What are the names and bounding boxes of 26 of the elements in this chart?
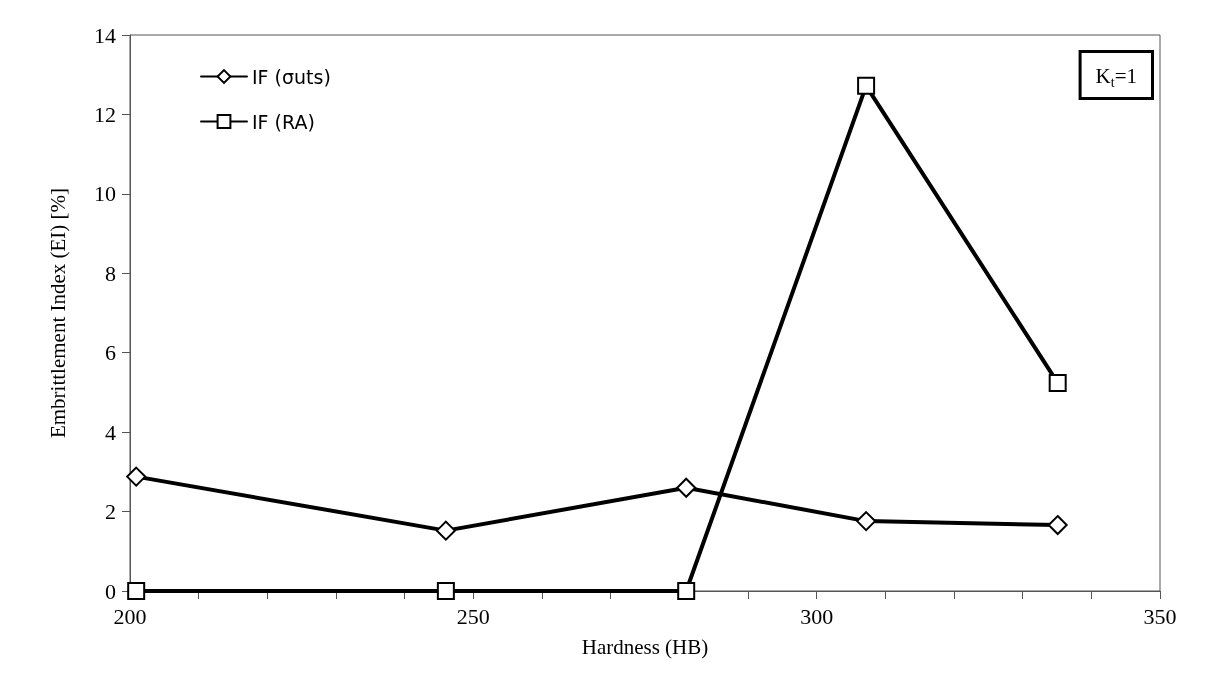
point: [436, 582, 455, 600]
point: [677, 582, 696, 600]
point: [676, 477, 697, 498]
point: [856, 511, 877, 532]
y-tick-label: 2: [105, 499, 116, 525]
point: [127, 582, 146, 600]
y-tick-label: 8: [105, 260, 116, 286]
y-tick-label: 6: [105, 340, 116, 366]
legend-label: IF (RA): [252, 110, 315, 133]
legend-label: IF (σuts): [252, 65, 331, 88]
x-tick-label: 200: [113, 603, 147, 629]
point: [435, 520, 456, 541]
y-tick-label: 0: [105, 578, 116, 604]
point: [1047, 515, 1068, 536]
y-tick-label: 4: [105, 419, 116, 445]
y-axis-title: Embrittlement Index (EI) [%]: [45, 187, 70, 439]
x-axis-title: Hardness (HB): [581, 634, 709, 659]
y-tick-label: 10: [94, 181, 116, 207]
x-tick-label: 300: [800, 603, 834, 629]
x-tick-label: 350: [1143, 603, 1177, 629]
y-tick-label: 12: [94, 101, 116, 127]
y-tick-label: 14: [94, 22, 116, 48]
point: [857, 76, 876, 95]
point: [126, 466, 147, 487]
x-tick-label: 250: [456, 603, 490, 629]
point: [1048, 373, 1067, 392]
